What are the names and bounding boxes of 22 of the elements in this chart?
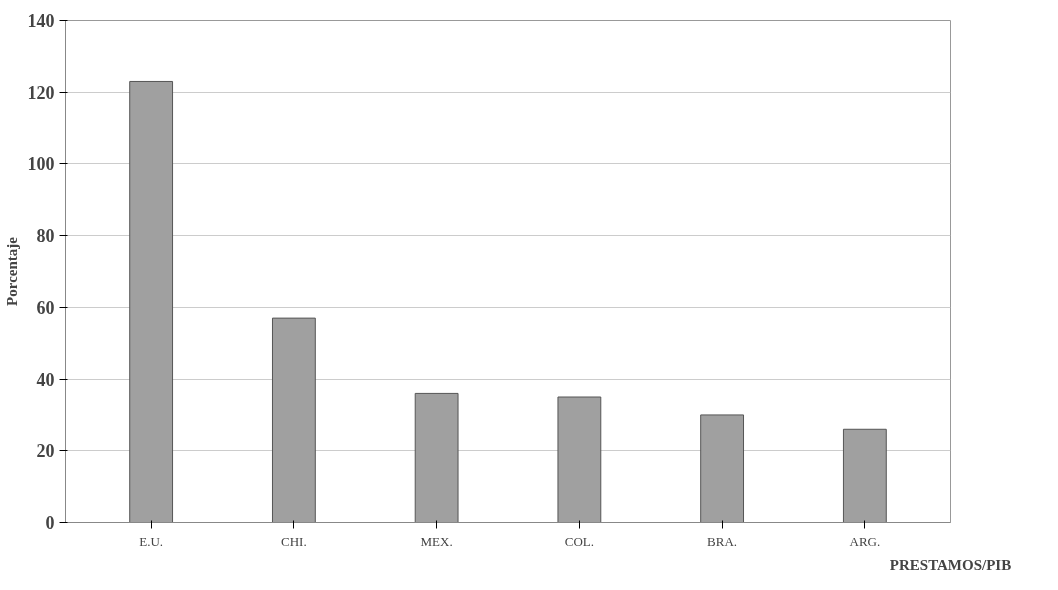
x-tick-label: BRA.: [707, 533, 738, 549]
x-tick-label: CHI.: [281, 533, 307, 549]
y-tick-label: 140: [27, 11, 55, 31]
bar: [414, 392, 459, 523]
x-tick-label: ARG.: [849, 533, 881, 549]
y-tick-label: 20: [36, 441, 55, 462]
bar: [271, 317, 316, 523]
y-axis-title: Porcentaje: [3, 236, 20, 306]
y-tick-label: 40: [36, 369, 55, 390]
x-tick-label: COL.: [564, 533, 594, 549]
y-tick-label: 60: [36, 297, 55, 318]
bar: [129, 80, 174, 523]
x-tick-label: MEX.: [420, 533, 453, 549]
x-tick-label: E.U.: [139, 533, 164, 549]
x-axis-title: PRESTAMOS/PIB: [889, 556, 1012, 573]
y-tick-label: 100: [27, 154, 55, 175]
y-tick-label: 80: [36, 226, 55, 247]
bar: [700, 414, 745, 523]
y-tick-label: 120: [27, 82, 55, 103]
bar: [557, 396, 602, 523]
y-tick-label: 0: [45, 513, 55, 533]
bar: [842, 428, 887, 523]
